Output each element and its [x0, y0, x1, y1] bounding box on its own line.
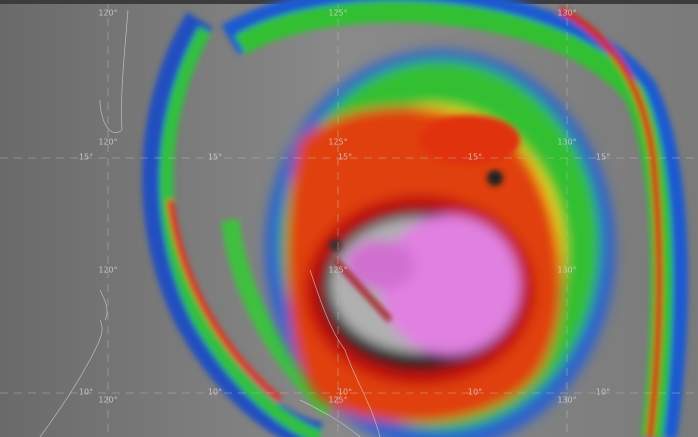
latitude-label: 10° — [207, 387, 223, 397]
longitude-label: 125° — [328, 395, 348, 405]
longitude-label: 125° — [328, 8, 348, 18]
longitude-label: 120° — [98, 265, 118, 275]
coastlines — [39, 9, 381, 437]
latitude-label: 10° — [595, 387, 611, 397]
longitude-label: 120° — [98, 8, 118, 18]
latitude-label: 10° — [78, 387, 94, 397]
longitude-label: 120° — [98, 137, 118, 147]
longitude-label: 125° — [328, 265, 348, 275]
longitude-label: 130° — [557, 8, 577, 18]
longitude-label: 130° — [557, 265, 577, 275]
latitude-label: 15° — [467, 152, 483, 162]
latitude-label: 15° — [207, 152, 223, 162]
central-dense-overcast — [265, 50, 615, 437]
graticule — [0, 4, 698, 437]
longitude-label: 120° — [98, 395, 118, 405]
longitude-label: 130° — [557, 395, 577, 405]
latitude-label: 15° — [337, 152, 353, 162]
outer-rainband — [142, 0, 689, 437]
longitude-label: 125° — [328, 137, 348, 147]
latitude-label: 15° — [595, 152, 611, 162]
latitude-label: 10° — [467, 387, 483, 397]
latitude-label: 15° — [78, 152, 94, 162]
latitude-label: 10° — [337, 387, 353, 397]
longitude-label: 130° — [557, 137, 577, 147]
